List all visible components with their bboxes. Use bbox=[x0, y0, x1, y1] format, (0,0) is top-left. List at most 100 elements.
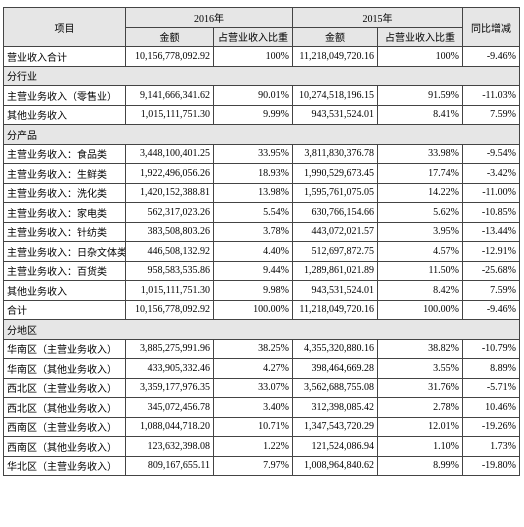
value-cell: 11,218,049,720.16 bbox=[292, 46, 378, 67]
value-cell: 2.78% bbox=[377, 397, 463, 418]
value-cell: 1.10% bbox=[377, 436, 463, 457]
value-cell: 10.71% bbox=[213, 416, 293, 437]
data-row: 西北区（其他业务收入） 345,072,456.78 3.40% 312,398,08… bbox=[3, 397, 520, 418]
value-cell: 1,015,111,751.30 bbox=[125, 280, 214, 301]
section-label: 分产品 bbox=[3, 124, 520, 145]
header-cell: 占营业收入比重 bbox=[377, 26, 463, 47]
value-cell: 11.50% bbox=[377, 260, 463, 281]
value-cell: 100% bbox=[377, 46, 463, 67]
value-cell: 121,524,086.94 bbox=[292, 436, 378, 457]
value-cell: 17.74% bbox=[377, 163, 463, 184]
row-label: 西北区（主营业务收入） bbox=[3, 377, 126, 398]
row-label: 华南区（其他业务收入） bbox=[3, 358, 126, 379]
value-cell: 10,156,778,092.92 bbox=[125, 299, 214, 320]
value-cell: 12.01% bbox=[377, 416, 463, 437]
value-cell: 31.76% bbox=[377, 377, 463, 398]
data-row: 合计 10,156,778,092.92 100.00% 11,218,049,720… bbox=[3, 299, 520, 320]
value-cell: -10.85% bbox=[462, 202, 520, 223]
value-cell: 9.99% bbox=[213, 104, 293, 125]
value-cell: 3.95% bbox=[377, 221, 463, 242]
section-row: 分行业 bbox=[3, 65, 520, 86]
row-label: 主营业务收入：日杂文体类 bbox=[3, 241, 126, 262]
value-cell: -5.71% bbox=[462, 377, 520, 398]
row-label: 合计 bbox=[3, 299, 126, 320]
value-cell: 4,355,320,880.16 bbox=[292, 338, 378, 359]
value-cell: 10.46% bbox=[462, 397, 520, 418]
row-label: 主营业务收入：家电类 bbox=[3, 202, 126, 223]
row-label: 营业收入合计 bbox=[3, 46, 126, 67]
value-cell: 3,359,177,976.35 bbox=[125, 377, 214, 398]
row-label: 华北区（主营业务收入） bbox=[3, 455, 126, 476]
value-cell: 38.82% bbox=[377, 338, 463, 359]
row-label: 西北区（其他业务收入） bbox=[3, 397, 126, 418]
value-cell: 91.59% bbox=[377, 85, 463, 106]
data-row: 华北区（主营业务收入） 809,167,655.11 7.97% 1,008,964,… bbox=[3, 455, 520, 476]
value-cell: -19.26% bbox=[462, 416, 520, 437]
row-label: 主营业务收入：生鲜类 bbox=[3, 163, 126, 184]
value-cell: 38.25% bbox=[213, 338, 293, 359]
row-label: 主营业务收入：针纺类 bbox=[3, 221, 126, 242]
value-cell: -13.44% bbox=[462, 221, 520, 242]
data-row: 华南区（主营业务收入） 3,885,275,991.96 38.25% 4,355,3… bbox=[3, 338, 520, 359]
value-cell: 33.07% bbox=[213, 377, 293, 398]
header-cell: 项目 bbox=[3, 7, 126, 47]
value-cell: 9.44% bbox=[213, 260, 293, 281]
value-cell: 1,922,496,056.26 bbox=[125, 163, 214, 184]
value-cell: -3.42% bbox=[462, 163, 520, 184]
value-cell: 3.55% bbox=[377, 358, 463, 379]
value-cell: 312,398,085.42 bbox=[292, 397, 378, 418]
data-row: 华南区（其他业务收入） 433,905,332.46 4.27% 398,464,66… bbox=[3, 358, 520, 379]
data-row: 西北区（主营业务收入） 3,359,177,976.35 33.07% 3,562,6… bbox=[3, 377, 520, 398]
value-cell: -10.79% bbox=[462, 338, 520, 359]
section-row: 分产品 bbox=[3, 124, 520, 145]
value-cell: 943,531,524.01 bbox=[292, 280, 378, 301]
table-body: 项目 2016年 2015年 同比增减 金额 占营业收入比重 金额 占营业收入比… bbox=[3, 7, 520, 476]
data-row: 西南区（其他业务收入） 123,632,398.08 1.22% 121,524,08… bbox=[3, 436, 520, 457]
data-row: 主营业务收入：食品类 3,448,100,401.25 33.95% 3,811,83… bbox=[3, 143, 520, 164]
value-cell: 1,289,861,021.89 bbox=[292, 260, 378, 281]
data-row: 其他业务收入 1,015,111,751.30 9.98% 943,531,524.0… bbox=[3, 280, 520, 301]
value-cell: -9.54% bbox=[462, 143, 520, 164]
value-cell: 1,595,761,075.05 bbox=[292, 182, 378, 203]
header-cell: 2015年 bbox=[292, 7, 463, 28]
value-cell: 33.98% bbox=[377, 143, 463, 164]
value-cell: 398,464,669.28 bbox=[292, 358, 378, 379]
value-cell: -11.00% bbox=[462, 182, 520, 203]
value-cell: 8.42% bbox=[377, 280, 463, 301]
section-label: 分地区 bbox=[3, 319, 520, 340]
data-row: 营业收入合计 10,156,778,092.92 100% 11,218,049,72… bbox=[3, 46, 520, 67]
value-cell: 8.41% bbox=[377, 104, 463, 125]
value-cell: -25.68% bbox=[462, 260, 520, 281]
data-row: 主营业务收入：百货类 958,583,535.86 9.44% 1,289,861,0… bbox=[3, 260, 520, 281]
value-cell: 4.40% bbox=[213, 241, 293, 262]
data-row: 西南区（主营业务收入） 1,088,044,718.20 10.71% 1,347,5… bbox=[3, 416, 520, 437]
value-cell: 1,347,543,720.29 bbox=[292, 416, 378, 437]
value-cell: 18.93% bbox=[213, 163, 293, 184]
value-cell: 11,218,049,720.16 bbox=[292, 299, 378, 320]
value-cell: 9.98% bbox=[213, 280, 293, 301]
data-row: 主营业务收入：家电类 562,317,023.26 5.54% 630,766,154… bbox=[3, 202, 520, 223]
header-row: 项目 2016年 2015年 同比增减 bbox=[3, 7, 520, 47]
value-cell: 809,167,655.11 bbox=[125, 455, 214, 476]
value-cell: 446,508,132.92 bbox=[125, 241, 214, 262]
value-cell: -19.80% bbox=[462, 455, 520, 476]
value-cell: 383,508,803.26 bbox=[125, 221, 214, 242]
value-cell: 3,562,688,755.08 bbox=[292, 377, 378, 398]
value-cell: 3,885,275,991.96 bbox=[125, 338, 214, 359]
value-cell: 1.22% bbox=[213, 436, 293, 457]
value-cell: 4.57% bbox=[377, 241, 463, 262]
value-cell: 100.00% bbox=[213, 299, 293, 320]
value-cell: 100% bbox=[213, 46, 293, 67]
value-cell: -9.46% bbox=[462, 46, 520, 67]
value-cell: 3.78% bbox=[213, 221, 293, 242]
value-cell: 7.59% bbox=[462, 104, 520, 125]
value-cell: 562,317,023.26 bbox=[125, 202, 214, 223]
value-cell: 433,905,332.46 bbox=[125, 358, 214, 379]
header-cell: 2016年 bbox=[125, 7, 293, 28]
value-cell: 1,015,111,751.30 bbox=[125, 104, 214, 125]
row-label: 西南区（其他业务收入） bbox=[3, 436, 126, 457]
header-cell: 金额 bbox=[292, 26, 378, 47]
value-cell: 10,156,778,092.92 bbox=[125, 46, 214, 67]
value-cell: 10,274,518,196.15 bbox=[292, 85, 378, 106]
value-cell: 1,990,529,673.45 bbox=[292, 163, 378, 184]
